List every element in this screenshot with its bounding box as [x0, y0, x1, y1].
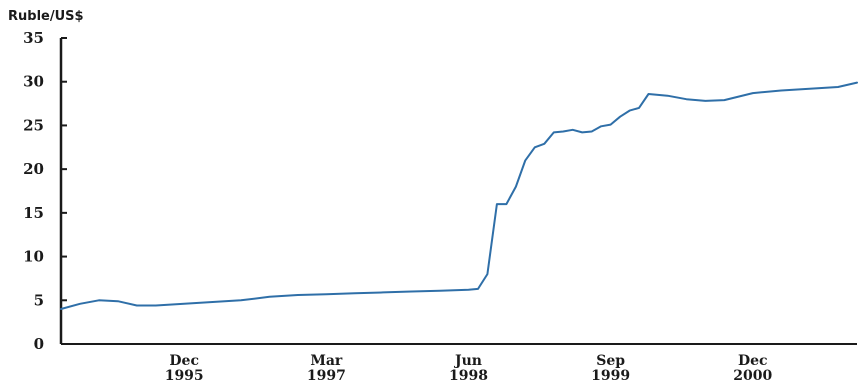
x-tick-label-year: 1995 [165, 368, 204, 381]
x-tick-label-year: 2000 [733, 368, 772, 381]
x-tick-label-month: Dec [738, 353, 768, 369]
x-tick-label-month: Dec [169, 353, 199, 369]
x-tick-label-month: Sep [596, 353, 625, 369]
y-tick-label: 15 [23, 204, 44, 222]
y-tick-label: 25 [23, 116, 44, 134]
tick-labels: 05101520253035Dec1995Mar1997Jun1998Sep19… [23, 29, 772, 384]
x-tick-label-year: 1999 [591, 368, 630, 381]
y-tick-label: 35 [23, 29, 44, 47]
x-tick-label-month: Mar [310, 353, 343, 369]
x-tick-label-year: 1997 [307, 368, 346, 381]
y-tick-label: 20 [23, 160, 44, 178]
y-tick-label: 5 [34, 291, 44, 309]
axes [59, 37, 857, 345]
series-layer [60, 81, 858, 310]
y-tick-label: 10 [23, 248, 44, 266]
x-tick-label-year: 1998 [449, 368, 488, 381]
y-axis-unit-label: Ruble/US$ [8, 9, 84, 24]
y-tick-label: 0 [34, 335, 44, 353]
y-tick-label: 30 [23, 73, 44, 91]
exchange-rate-line [60, 81, 858, 310]
x-tick-label-month: Jun [453, 353, 482, 369]
